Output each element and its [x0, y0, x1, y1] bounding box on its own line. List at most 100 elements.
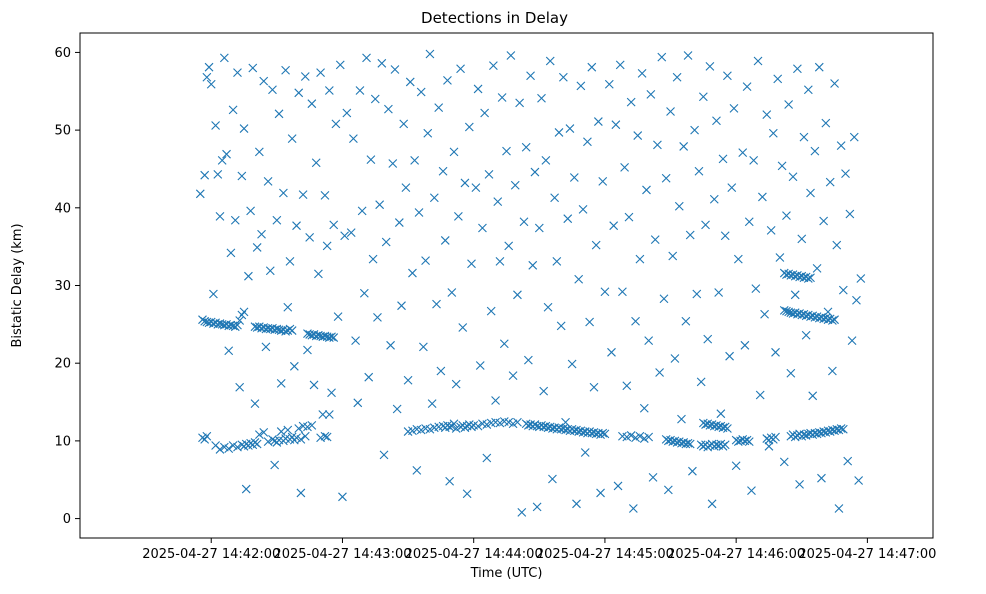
data-point	[287, 326, 297, 335]
data-point	[683, 438, 693, 448]
data-point	[473, 84, 483, 94]
data-point	[202, 431, 212, 441]
data-point	[786, 368, 796, 378]
data-point	[755, 390, 765, 400]
data-point	[324, 333, 334, 342]
data-point	[408, 268, 417, 278]
data-point	[307, 99, 317, 109]
data-point	[561, 417, 570, 427]
data-point	[252, 439, 262, 449]
data-point	[230, 215, 240, 225]
data-point	[217, 319, 227, 329]
x-axis-label: Time (UTC)	[470, 566, 543, 581]
data-point	[504, 241, 514, 251]
data-point	[416, 87, 426, 97]
data-point	[777, 161, 787, 171]
data-point	[828, 366, 837, 376]
data-point	[235, 382, 245, 392]
data-point	[674, 201, 684, 211]
data-point	[720, 440, 730, 450]
data-point	[263, 323, 273, 333]
y-tick-label: 10	[54, 434, 71, 449]
data-point	[519, 217, 529, 227]
data-point	[209, 289, 218, 299]
data-point	[834, 504, 844, 513]
data-point	[292, 221, 301, 231]
data-point	[298, 190, 308, 199]
data-point	[283, 302, 293, 312]
data-point	[303, 345, 312, 355]
data-point	[458, 323, 468, 332]
data-point	[340, 231, 350, 241]
data-point	[598, 428, 608, 438]
data-point	[213, 170, 223, 179]
data-point	[806, 273, 815, 283]
data-point	[854, 476, 864, 485]
data-point	[499, 339, 509, 349]
data-point	[368, 254, 378, 264]
data-point	[338, 492, 347, 502]
data-point	[793, 64, 802, 74]
data-point	[635, 431, 645, 441]
data-point	[758, 192, 767, 202]
data-point	[677, 414, 686, 424]
data-point	[449, 419, 459, 429]
data-point	[327, 332, 336, 342]
data-point	[572, 499, 581, 509]
data-point	[322, 241, 332, 251]
data-point	[381, 237, 391, 247]
data-point	[744, 217, 754, 227]
data-point	[723, 71, 732, 81]
data-point	[760, 309, 769, 319]
y-tick-label: 20	[54, 357, 71, 372]
data-point	[709, 194, 719, 204]
data-point	[397, 301, 406, 311]
data-point	[685, 439, 695, 449]
data-point	[681, 316, 691, 326]
data-point	[613, 481, 623, 491]
data-point	[346, 228, 356, 238]
data-point	[388, 159, 398, 168]
data-point	[753, 56, 763, 66]
y-axis-ticks: 0 10 20 30 40 50 60	[54, 46, 80, 527]
data-point	[364, 372, 374, 382]
data-point	[830, 315, 839, 325]
data-point	[226, 248, 236, 258]
data-point	[276, 427, 286, 436]
data-point	[773, 74, 783, 84]
data-point	[493, 197, 503, 206]
data-point	[318, 410, 328, 419]
data-point	[786, 308, 796, 318]
data-point	[819, 216, 829, 226]
data-point	[233, 68, 242, 78]
data-point	[403, 375, 413, 385]
data-point	[359, 288, 369, 298]
data-point	[659, 294, 669, 304]
data-point	[541, 156, 551, 165]
data-point	[526, 71, 535, 81]
data-point	[731, 461, 741, 471]
data-point	[307, 420, 317, 430]
data-point	[679, 142, 689, 151]
data-point	[239, 124, 249, 133]
data-point	[296, 434, 306, 444]
data-point	[215, 211, 225, 221]
data-point	[545, 56, 555, 66]
data-point	[830, 79, 839, 88]
data-point	[723, 424, 732, 433]
data-point	[624, 212, 634, 222]
data-points	[195, 49, 866, 517]
data-point	[779, 457, 789, 467]
data-point	[836, 424, 846, 433]
data-point	[749, 156, 759, 165]
data-point	[427, 399, 437, 408]
data-point	[399, 119, 409, 129]
data-point	[565, 124, 575, 133]
data-point	[596, 488, 605, 498]
chart-title: Detections in Delay	[421, 9, 568, 27]
data-point	[821, 118, 831, 128]
data-point	[502, 146, 511, 156]
data-point	[462, 489, 472, 499]
data-point	[639, 403, 649, 413]
